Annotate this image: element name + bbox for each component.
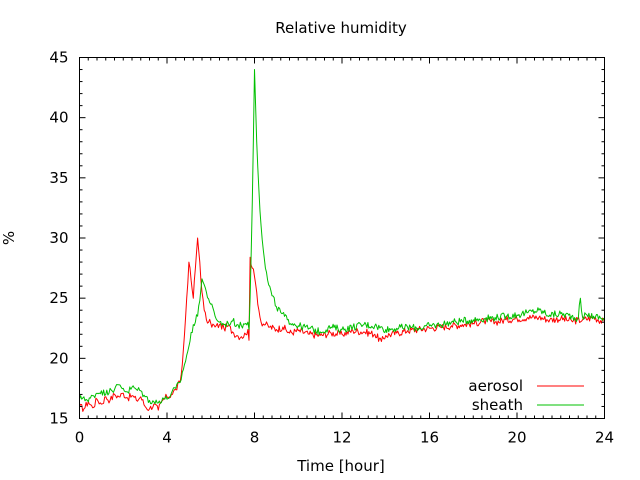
y-tick-label: 25 — [49, 289, 68, 307]
y-tick-label: 20 — [49, 349, 68, 367]
x-tick-label: 8 — [250, 429, 260, 447]
x-tick-label: 20 — [507, 429, 526, 447]
x-tick-label: 12 — [332, 429, 351, 447]
y-tick-label: 45 — [49, 49, 68, 67]
x-tick-label: 16 — [420, 429, 439, 447]
tick-layer: 0 4 8 12 16 20 24 15 20 25 30 35 40 45 — [49, 49, 614, 447]
series-line-aerosol — [79, 237, 605, 412]
x-tick-label: 4 — [162, 429, 172, 447]
y-tick-label: 15 — [49, 410, 68, 428]
series-line-sheath — [79, 69, 605, 405]
y-tick-label: 30 — [49, 229, 68, 247]
series-layer — [79, 69, 605, 412]
x-axis-label: Time [hour] — [296, 457, 385, 475]
legend-label-sheath: sheath — [472, 396, 523, 414]
plot-frame — [79, 57, 605, 419]
y-tick-label: 40 — [49, 109, 68, 127]
legend-label-aerosol: aerosol — [468, 377, 523, 395]
y-tick-label: 35 — [49, 169, 68, 187]
y-axis-label: % — [0, 231, 18, 245]
x-tick-label: 24 — [595, 429, 614, 447]
chart-title: Relative humidity — [275, 19, 407, 37]
x-tick-label: 0 — [75, 429, 85, 447]
